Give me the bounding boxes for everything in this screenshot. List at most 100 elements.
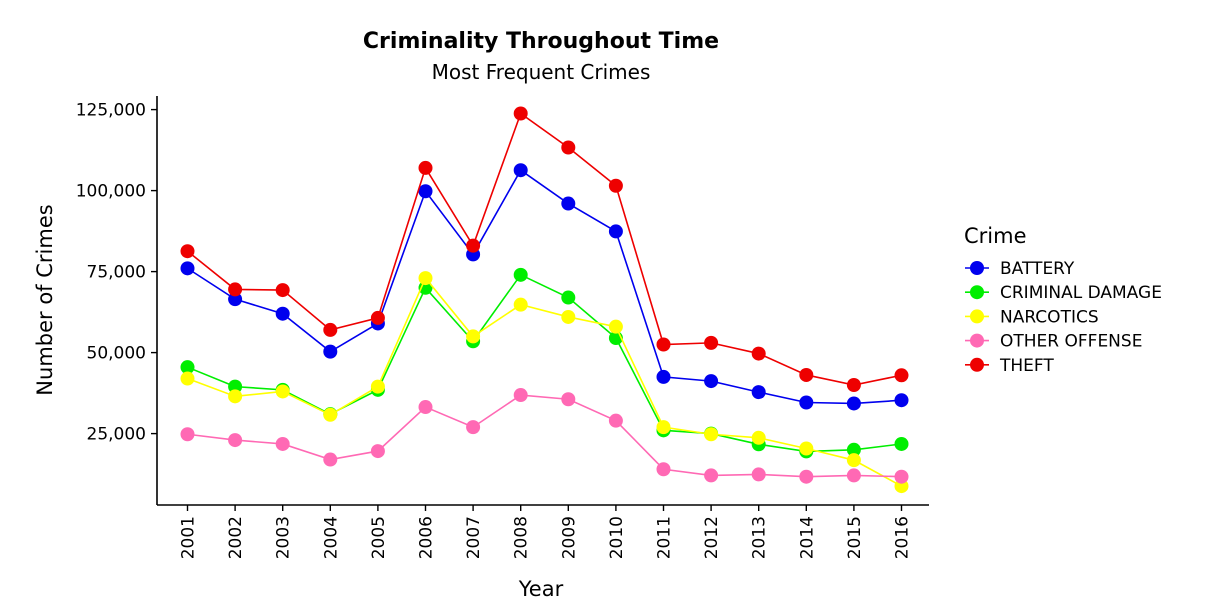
data-point-battery xyxy=(323,344,338,359)
data-point-criminal-damage xyxy=(228,379,243,394)
legend-marker-battery xyxy=(970,261,984,275)
data-point-narcotics xyxy=(275,384,290,399)
data-point-other-offense xyxy=(704,468,719,483)
legend-label-battery: BATTERY xyxy=(1000,259,1075,279)
legend-label-theft: THEFT xyxy=(999,356,1054,376)
data-point-other-offense xyxy=(513,388,528,403)
data-point-battery xyxy=(656,369,671,384)
y-axis-title: Number of Crimes xyxy=(33,204,57,395)
legend-marker-narcotics xyxy=(970,309,984,324)
legend-label-narcotics: NARCOTICS xyxy=(1000,307,1099,327)
data-point-battery xyxy=(751,385,766,400)
data-point-battery xyxy=(418,184,433,199)
data-point-theft xyxy=(228,282,243,297)
data-point-narcotics xyxy=(799,441,814,456)
series-line-battery xyxy=(187,169,902,405)
data-point-criminal-damage xyxy=(513,267,528,282)
data-point-other-offense xyxy=(323,452,338,467)
x-tick-label: 2003 xyxy=(274,516,294,559)
data-point-narcotics xyxy=(846,453,861,468)
data-point-theft xyxy=(846,378,861,392)
chart-title: Criminality Throughout Time xyxy=(363,29,719,54)
data-point-other-offense xyxy=(180,427,195,442)
data-point-theft xyxy=(275,283,290,298)
legend-marker-theft xyxy=(970,357,984,372)
data-point-other-offense xyxy=(275,436,290,451)
x-tick-label: 2016 xyxy=(893,516,913,559)
data-point-narcotics xyxy=(228,389,243,404)
data-point-battery xyxy=(846,396,861,411)
data-point-narcotics xyxy=(704,427,719,442)
data-point-battery xyxy=(180,261,195,276)
series-line-narcotics xyxy=(187,276,902,487)
x-tick-label: 2001 xyxy=(179,516,199,559)
data-point-narcotics xyxy=(418,271,433,286)
data-point-other-offense xyxy=(751,467,766,482)
x-tick-label: 2007 xyxy=(464,516,484,559)
legend: Crime BATTERY CRIMINAL DAMAGE NARCOTICS OTH… xyxy=(964,224,1162,376)
data-point-theft xyxy=(656,337,671,352)
data-point-narcotics xyxy=(656,420,671,435)
data-point-other-offense xyxy=(608,413,623,428)
legend-marker-other-offense xyxy=(970,333,984,348)
data-point-narcotics xyxy=(513,297,528,312)
data-point-theft xyxy=(370,310,385,325)
data-point-criminal-damage xyxy=(894,436,909,451)
data-point-criminal-damage xyxy=(846,442,861,457)
data-point-theft xyxy=(180,244,195,259)
data-point-other-offense xyxy=(894,469,909,484)
data-point-theft xyxy=(704,335,719,350)
data-point-narcotics xyxy=(561,309,576,324)
x-axis-ticks: 2001 2002 2003 2004 2005 2006 2007 2008 2009 2010… xyxy=(179,505,913,559)
x-tick-label: 2013 xyxy=(750,516,770,559)
data-point-narcotics xyxy=(323,407,338,422)
series-layer xyxy=(180,106,909,494)
data-point-other-offense xyxy=(466,420,481,435)
data-point-theft xyxy=(751,346,766,361)
x-tick-label: 2010 xyxy=(607,516,627,559)
x-axis-title: Year xyxy=(518,577,564,601)
legend-marker-criminal-damage xyxy=(970,285,984,300)
data-point-criminal-damage xyxy=(561,290,576,305)
legend-label-other-offense: OTHER OFFENSE xyxy=(1000,332,1142,352)
y-tick-label: 50,000 xyxy=(87,344,146,364)
y-tick-label: 125,000 xyxy=(76,101,146,121)
x-tick-label: 2014 xyxy=(797,516,817,559)
data-point-battery xyxy=(799,395,814,410)
series-line-other-offense xyxy=(187,394,902,478)
data-point-criminal-damage xyxy=(180,360,195,375)
data-point-theft xyxy=(799,367,814,382)
data-point-battery xyxy=(704,374,719,389)
y-axis-ticks: 25,000 50,000 75,000 100,000 125,000 xyxy=(76,101,157,445)
data-point-theft xyxy=(894,368,909,383)
data-point-theft xyxy=(608,178,623,193)
x-tick-label: 2011 xyxy=(655,516,675,559)
data-point-battery xyxy=(894,393,909,408)
data-point-narcotics xyxy=(751,430,766,445)
data-point-other-offense xyxy=(799,469,814,484)
data-point-other-offense xyxy=(846,468,861,483)
data-point-other-offense xyxy=(656,462,671,477)
series-line-theft xyxy=(186,112,902,386)
data-point-other-offense xyxy=(228,433,243,448)
legend-label-criminal-damage: CRIMINAL DAMAGE xyxy=(1000,283,1162,303)
chart-subtitle: Most Frequent Crimes xyxy=(432,60,651,84)
data-point-narcotics xyxy=(608,319,623,334)
legend-title: Crime xyxy=(964,224,1027,248)
x-tick-label: 2008 xyxy=(512,516,532,559)
data-point-battery xyxy=(513,163,528,178)
data-point-narcotics xyxy=(370,379,385,394)
y-tick-label: 75,000 xyxy=(87,263,146,283)
data-point-other-offense xyxy=(370,444,385,459)
x-tick-label: 2009 xyxy=(559,516,579,559)
series-line-criminal-damage xyxy=(187,273,902,453)
data-point-battery xyxy=(608,224,623,239)
x-tick-label: 2015 xyxy=(845,516,865,559)
data-point-theft xyxy=(418,160,433,175)
x-tick-label: 2002 xyxy=(226,516,246,559)
data-point-theft xyxy=(466,238,481,253)
x-tick-label: 2006 xyxy=(417,516,437,559)
y-tick-label: 100,000 xyxy=(76,182,146,202)
